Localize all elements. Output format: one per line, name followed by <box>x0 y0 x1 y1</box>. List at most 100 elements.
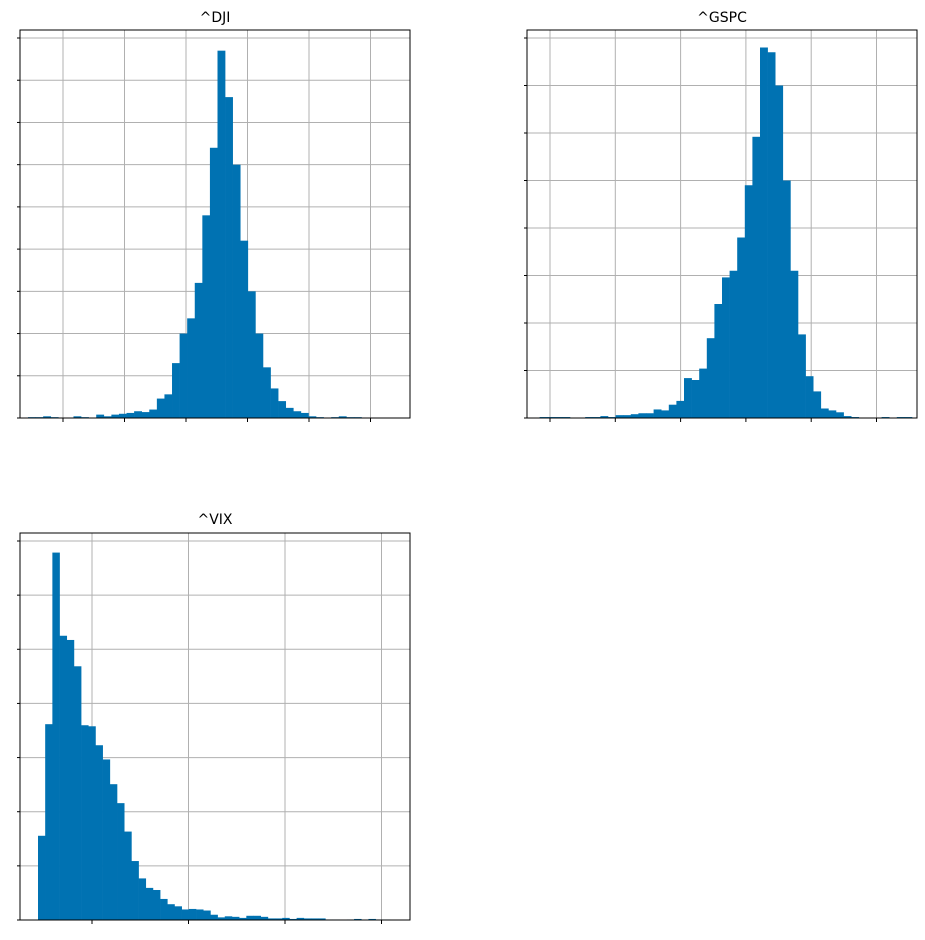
histogram-bar <box>267 918 276 920</box>
histogram-bar <box>59 635 68 920</box>
histogram-bar <box>145 887 154 920</box>
histogram-bar <box>623 415 632 418</box>
histogram-bar <box>843 416 852 418</box>
histogram-bar <box>354 918 362 920</box>
histogram-bar <box>744 185 753 418</box>
histogram-bar <box>798 334 806 418</box>
axes-frame <box>526 29 918 419</box>
histogram-bar <box>676 400 685 418</box>
histogram-bar <box>232 164 241 418</box>
histogram-bar <box>668 404 677 418</box>
histogram-bar <box>303 918 312 920</box>
histogram-bar <box>253 915 261 920</box>
histogram-bar <box>767 52 776 418</box>
histogram-bar <box>149 409 158 418</box>
histogram-bar <box>699 368 708 418</box>
histogram-bar <box>246 915 254 920</box>
histogram-bar <box>310 918 319 920</box>
histogram-bar <box>760 47 768 418</box>
histogram-bar <box>255 333 264 418</box>
histogram-bar <box>109 784 118 920</box>
histogram-bar <box>95 745 103 920</box>
histogram-bar <box>275 918 283 920</box>
histogram-bar <box>691 380 700 418</box>
histogram-bar <box>81 725 89 920</box>
histogram-bar <box>752 136 761 419</box>
histogram-bar <box>103 416 112 418</box>
histogram-bar <box>239 917 247 920</box>
histogram-bar <box>203 910 211 920</box>
histogram-bar <box>38 835 46 920</box>
histogram-bar <box>260 916 269 920</box>
histogram-bar <box>653 409 662 418</box>
histogram-bar <box>45 724 53 920</box>
histogram-bar <box>782 180 791 418</box>
panel-title-gspc: ^GSPC <box>697 10 747 26</box>
histogram-bar <box>240 240 249 418</box>
histogram-bar <box>167 904 175 920</box>
histogram-bar <box>805 376 814 418</box>
histogram-bar <box>289 918 297 920</box>
histogram-bar <box>828 410 837 418</box>
panel-title-vix: ^VIX <box>197 512 232 528</box>
histogram-bar <box>181 909 190 920</box>
histogram-bar <box>194 282 203 418</box>
histogram-bar <box>196 909 204 920</box>
histogram-bar <box>164 394 173 418</box>
histogram-bar <box>368 918 376 920</box>
histogram-bar <box>684 378 692 418</box>
histogram-bar <box>790 270 799 418</box>
histogram-bar <box>225 97 233 418</box>
histogram-bar <box>160 898 168 920</box>
histogram-bar <box>729 270 738 418</box>
histogram-bar <box>102 759 111 920</box>
histogram-bar <box>66 639 75 920</box>
histogram-bar <box>300 412 309 418</box>
histogram-bar <box>615 415 624 418</box>
histogram-bar <box>174 906 182 920</box>
panel-title-dji: ^DJI <box>200 10 231 26</box>
histogram-bar <box>224 916 233 920</box>
histogram-bar <box>630 414 639 418</box>
histogram-bar <box>217 50 226 419</box>
histogram-bar <box>179 333 188 418</box>
histogram-bar <box>118 413 127 418</box>
histogram-bar <box>775 85 784 418</box>
histogram-bar <box>202 215 211 418</box>
histogram-bar <box>117 803 125 920</box>
histogram-bar <box>134 411 142 418</box>
histogram-bar <box>270 388 279 418</box>
histogram-bar <box>209 147 218 418</box>
histogram-bar <box>285 407 294 418</box>
histogram-bar <box>836 412 844 418</box>
histogram-bar <box>141 412 150 418</box>
histogram-bar <box>308 416 317 418</box>
histogram-bar <box>706 338 715 418</box>
histogram-bar <box>661 410 670 418</box>
histogram-bar <box>152 889 161 920</box>
axes-frame <box>19 532 411 921</box>
histogram-bar <box>282 917 290 920</box>
histogram-bar <box>138 878 147 920</box>
histogram-bar <box>338 416 347 418</box>
histogram-bar <box>88 726 96 920</box>
histogram-bar <box>714 304 723 418</box>
histogram-bar <box>73 416 82 418</box>
histogram-bar <box>156 398 165 418</box>
histogram-bar <box>188 908 197 920</box>
histogram-bar <box>293 411 302 418</box>
histogram-bar <box>126 412 135 418</box>
histogram-bar <box>52 552 60 920</box>
histogram-bar <box>43 416 52 418</box>
histogram-bar <box>187 318 196 418</box>
histogram-panel-dji: ^DJI <box>17 10 411 422</box>
histogram-bar <box>262 367 271 418</box>
histogram-bar <box>111 414 120 418</box>
histogram-bar <box>231 916 240 920</box>
axes-frame <box>19 29 411 419</box>
histogram-bar <box>813 391 822 418</box>
histogram-bar <box>646 413 654 418</box>
histogram-panel-vix: ^VIX <box>17 512 411 924</box>
histogram-panel-gspc: ^GSPC <box>524 10 918 422</box>
